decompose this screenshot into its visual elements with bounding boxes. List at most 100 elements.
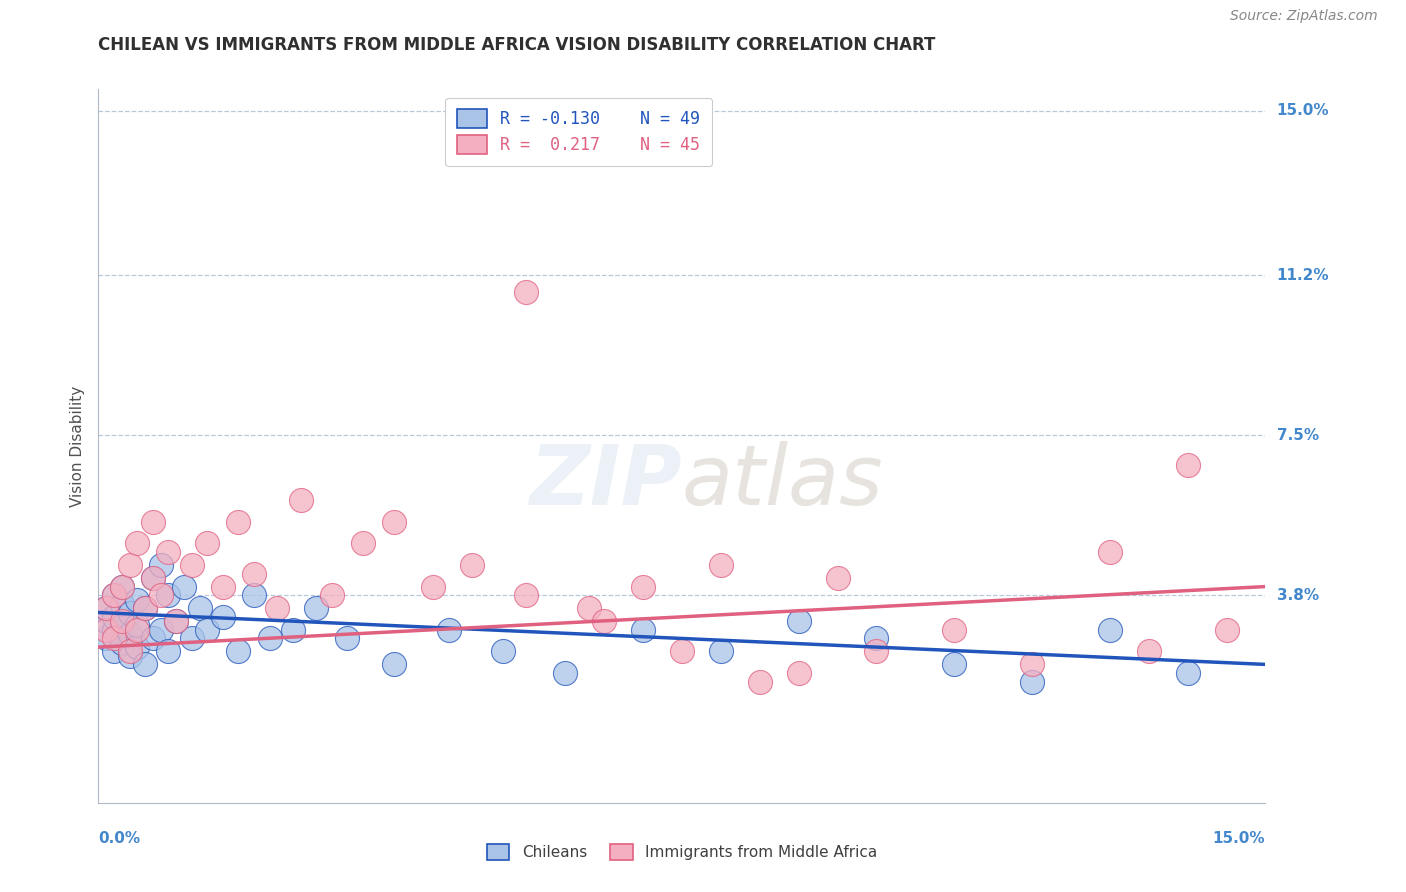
Point [266, 601, 288, 615]
Point [103, 623, 125, 637]
Point [243, 566, 266, 581]
Text: atlas: atlas [682, 442, 883, 522]
Point [134, 601, 156, 615]
Point [149, 623, 172, 637]
Point [111, 614, 134, 628]
Point [515, 285, 537, 300]
Point [212, 610, 235, 624]
Point [1021, 657, 1043, 672]
Point [149, 588, 172, 602]
Point [127, 623, 149, 637]
Text: Source: ZipAtlas.com: Source: ZipAtlas.com [1230, 9, 1378, 23]
Point [1021, 674, 1043, 689]
Point [127, 640, 149, 654]
Point [422, 580, 444, 594]
Point [437, 623, 460, 637]
Point [157, 545, 180, 559]
Point [593, 614, 616, 628]
Point [103, 588, 125, 602]
Point [1098, 623, 1121, 637]
Point [180, 558, 202, 572]
Point [142, 571, 165, 585]
Point [710, 644, 733, 658]
Point [96, 601, 118, 615]
Point [352, 536, 374, 550]
Point [710, 558, 733, 572]
Point [1098, 545, 1121, 559]
Point [336, 632, 359, 646]
Point [180, 632, 202, 646]
Point [111, 618, 134, 632]
Point [515, 588, 537, 602]
Point [188, 601, 211, 615]
Point [111, 636, 134, 650]
Point [127, 592, 149, 607]
Point [111, 580, 134, 594]
Point [943, 623, 966, 637]
Text: 7.5%: 7.5% [1277, 427, 1319, 442]
Point [382, 515, 405, 529]
Point [827, 571, 849, 585]
Point [943, 657, 966, 672]
Text: 11.2%: 11.2% [1277, 268, 1329, 283]
Point [134, 657, 156, 672]
Point [1177, 458, 1199, 473]
Point [382, 657, 405, 672]
Point [142, 632, 165, 646]
Point [228, 644, 250, 658]
Point [748, 674, 770, 689]
Text: 3.8%: 3.8% [1277, 588, 1319, 603]
Point [787, 614, 810, 628]
Point [1137, 644, 1160, 658]
Point [787, 666, 810, 681]
Point [578, 601, 600, 615]
Point [111, 580, 134, 594]
Point [118, 627, 141, 641]
Point [103, 644, 125, 658]
Legend: Chileans, Immigrants from Middle Africa: Chileans, Immigrants from Middle Africa [481, 838, 883, 866]
Point [173, 580, 195, 594]
Point [165, 614, 187, 628]
Point [290, 493, 312, 508]
Point [228, 515, 250, 529]
Text: 15.0%: 15.0% [1277, 103, 1329, 119]
Point [243, 588, 266, 602]
Point [142, 515, 165, 529]
Point [157, 588, 180, 602]
Y-axis label: Vision Disability: Vision Disability [69, 385, 84, 507]
Point [281, 623, 304, 637]
Point [111, 597, 134, 611]
Text: 0.0%: 0.0% [98, 830, 141, 846]
Point [157, 644, 180, 658]
Point [631, 623, 654, 637]
Point [149, 558, 172, 572]
Point [321, 588, 343, 602]
Point [212, 580, 235, 594]
Point [127, 536, 149, 550]
Point [554, 666, 576, 681]
Point [865, 632, 887, 646]
Text: CHILEAN VS IMMIGRANTS FROM MIDDLE AFRICA VISION DISABILITY CORRELATION CHART: CHILEAN VS IMMIGRANTS FROM MIDDLE AFRICA… [98, 36, 936, 54]
Point [96, 601, 118, 615]
Point [118, 606, 141, 620]
Point [134, 601, 156, 615]
Text: ZIP: ZIP [529, 442, 682, 522]
Point [127, 618, 149, 632]
Point [1215, 623, 1237, 637]
Point [1177, 666, 1199, 681]
Point [118, 644, 141, 658]
Point [865, 644, 887, 658]
Text: 15.0%: 15.0% [1213, 830, 1265, 846]
Point [305, 601, 328, 615]
Point [195, 536, 218, 550]
Point [631, 580, 654, 594]
Point [259, 632, 281, 646]
Point [118, 558, 141, 572]
Point [103, 632, 125, 646]
Point [103, 588, 125, 602]
Point [461, 558, 484, 572]
Point [103, 610, 125, 624]
Point [142, 571, 165, 585]
Point [96, 623, 118, 637]
Point [165, 614, 187, 628]
